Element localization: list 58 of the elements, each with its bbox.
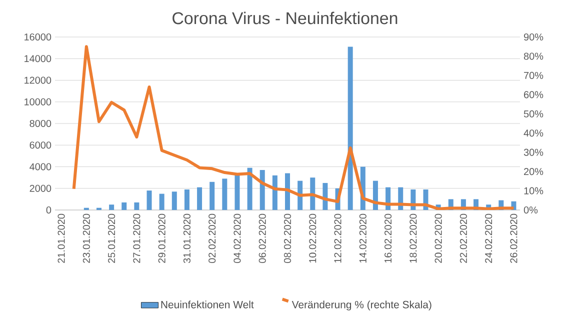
bar [260,170,265,210]
y2-tick-label: 60% [524,91,544,98]
x-tick-label: 21.01.2020 [58,214,65,263]
x-tick-label: 24.02.2020 [485,214,492,263]
x-tick-label: 02.02.2020 [208,214,216,263]
y-tick-label: 4000 [30,163,52,170]
y2-tick-label: 50% [524,110,544,118]
y-tick-label: 10000 [24,98,52,106]
y2-tick-label: 80% [524,52,544,60]
y-tick-label: 12000 [24,76,52,84]
y-tick-label: 14000 [24,55,52,62]
bar [310,178,316,210]
bar [348,46,353,210]
x-tick-label: 23.01.2020 [82,214,90,263]
y-tick-label: 16000 [24,33,52,41]
y2-tick-label: 20% [524,168,544,176]
bar [210,182,215,210]
y-tick-label: 0 [46,206,52,214]
x-tick-label: 16.02.2020 [384,214,392,263]
bar [122,202,127,210]
bar [285,173,290,210]
x-tick-label: 29.01.2020 [158,214,166,263]
x-tick-label: 06.02.2020 [258,214,266,263]
legend-label: Neuinfektionen Welt [161,300,254,308]
x-tick-label: 22.02.2020 [460,214,467,263]
x-tick-label: 27.01.2020 [133,214,140,263]
bar [234,175,240,210]
bar [197,187,202,210]
bar [109,204,114,210]
bar [247,168,252,210]
bar [272,175,278,210]
y2-tick-label: 10% [524,187,544,194]
bar [146,190,152,210]
legend-label: Veränderung % (rechte Skala) [292,300,432,310]
bar [159,194,164,210]
y2-tick-label: 90% [524,33,544,41]
x-tick-label: 12.02.2020 [334,214,342,263]
x-tick-label: 31.01.2020 [183,214,190,264]
chart-title: Corona Virus - Neuinfektionen [172,12,398,24]
x-tick-label: 08.02.2020 [284,214,292,263]
y2-tick-label: 30% [524,148,544,156]
bar [222,178,228,210]
bar [184,189,190,210]
x-tick-label: 04.02.2020 [234,214,241,263]
y2-tick-label: 40% [524,130,544,137]
bar [172,192,177,210]
x-tick-label: 25.01.2020 [108,214,116,263]
y2-tick-label: 0% [524,206,538,214]
y-tick-label: 8000 [30,120,52,128]
y2-tick-label: 70% [524,72,544,79]
y-tick-label: 6000 [30,142,52,149]
x-tick-label: 18.02.2020 [410,214,417,263]
bar [134,202,140,210]
x-tick-label: 26.02.2020 [510,214,518,263]
x-tick-label: 10.02.2020 [309,214,316,263]
x-tick-label: 20.02.2020 [434,214,442,263]
y-tick-label: 2000 [30,184,52,192]
x-tick-label: 14.02.2020 [359,214,366,263]
